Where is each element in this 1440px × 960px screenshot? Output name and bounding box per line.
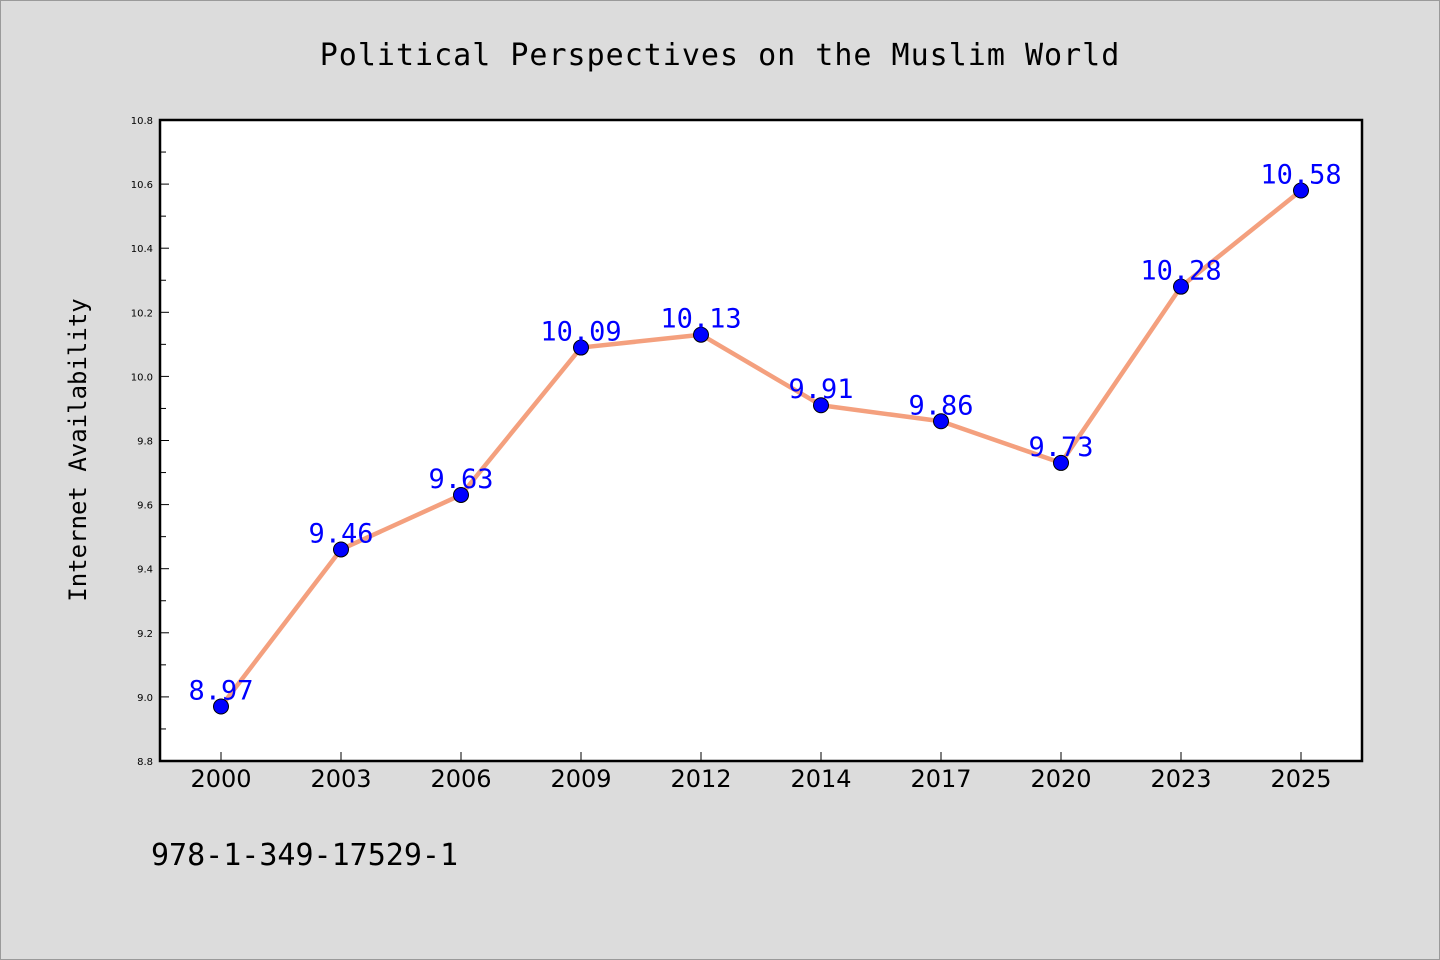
- data-label: 9.46: [308, 518, 373, 549]
- y-tick-label: 10.0: [131, 372, 153, 383]
- y-axis-label: Internet Availability: [64, 298, 92, 601]
- y-tick-label: 9.4: [137, 565, 153, 576]
- y-tick-label: 9.8: [137, 437, 153, 448]
- data-point: [1293, 182, 1309, 199]
- data-point: [1053, 454, 1069, 471]
- y-axis: 8.8 9.0 9.2 9.4 9.6 9.8 10.0 10.2 10.4 10.6 10.8: [131, 116, 169, 768]
- data-label: 9.73: [1028, 432, 1093, 463]
- data-point: [693, 326, 709, 343]
- x-axis: 2000 2003 2006 2009 2012 2014 2017 2020 2023 2025: [190, 752, 1332, 793]
- data-point: [813, 397, 829, 414]
- data-label: 10.13: [660, 304, 741, 335]
- isbn-text: 978-1-349-17529-1: [151, 838, 458, 873]
- x-tick-label: 2014: [790, 765, 851, 793]
- x-tick-label: 2012: [670, 765, 731, 793]
- data-label: 9.63: [428, 464, 493, 495]
- y-tick-label: 10.2: [131, 308, 153, 319]
- x-tick-label: 2025: [1270, 765, 1331, 793]
- data-point: [573, 339, 589, 356]
- data-label: 10.58: [1260, 160, 1341, 191]
- data-label: 9.86: [908, 390, 973, 421]
- y-tick-label: 9.6: [137, 501, 153, 512]
- x-tick-label: 2003: [310, 765, 371, 793]
- y-tick-label: 10.4: [131, 244, 153, 255]
- y-tick-label: 10.6: [131, 180, 153, 191]
- chart-title: Political Perspectives on the Muslim Wor…: [320, 38, 1121, 73]
- x-tick-label: 2009: [550, 765, 611, 793]
- x-tick-label: 2020: [1030, 765, 1091, 793]
- y-tick-label: 9.0: [137, 693, 153, 704]
- y-tick-label: 10.8: [131, 116, 153, 127]
- data-point: [1173, 278, 1189, 295]
- series-line: [218, 188, 1304, 709]
- data-label: 10.09: [540, 317, 621, 348]
- data-label: 9.91: [788, 374, 853, 405]
- data-label: 8.97: [188, 676, 253, 707]
- x-tick-label: 2023: [1150, 765, 1211, 793]
- data-point: [453, 486, 469, 503]
- data-label: 10.28: [1140, 256, 1221, 287]
- y-tick-label: 9.2: [137, 629, 153, 640]
- plot-area: [158, 118, 1364, 763]
- y-tick-label: 8.8: [137, 757, 153, 768]
- series-layer: 8.97 9.46 9.63 10.09 10.13 9.91 9.86 9.73 10.28 1…: [188, 160, 1342, 715]
- x-tick-label: 2017: [910, 765, 971, 793]
- data-point: [333, 541, 349, 558]
- x-tick-label: 2006: [430, 765, 491, 793]
- x-tick-label: 2000: [190, 765, 251, 793]
- data-point: [213, 698, 229, 715]
- data-point: [933, 413, 949, 430]
